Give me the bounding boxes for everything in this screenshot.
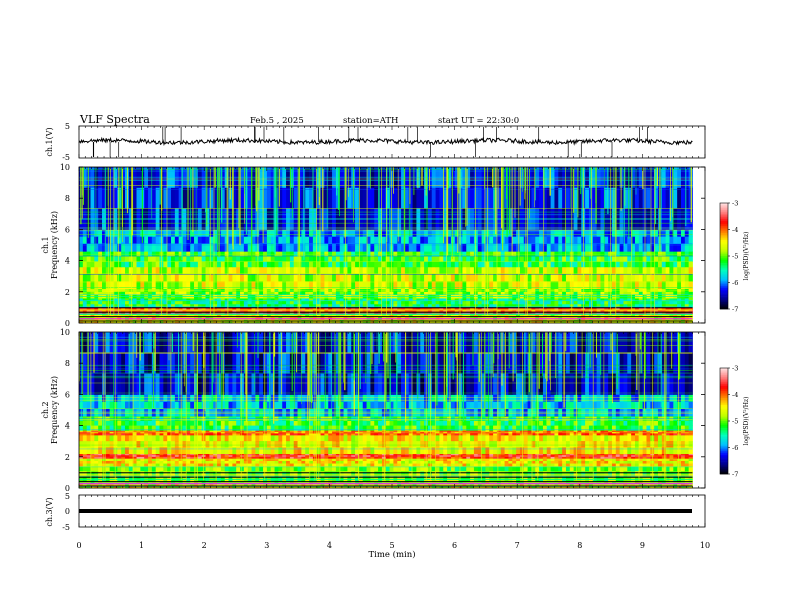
ch2-ytick-label-4: 4 <box>65 422 70 431</box>
ch1-ytick-label-10: 10 <box>60 163 70 172</box>
ch1-ytick-bottom: -5 <box>62 153 70 162</box>
ch1-spectrogram-image <box>79 167 705 324</box>
x-axis-label: Time (min) <box>368 549 415 560</box>
figure-title: VLF Spectra <box>79 113 150 126</box>
ch1-yticks: 0 2 4 6 8 10 <box>60 163 705 328</box>
ch1-ytick-label-0: 0 <box>65 319 70 328</box>
ch2-ylabel-frequency: Frequency (kHz) <box>50 376 59 444</box>
x-tick-label-4: 4 <box>327 541 332 550</box>
ch2-ytick-label-2: 2 <box>65 453 70 462</box>
start-time-label: start UT = 22:30:0 <box>438 116 519 126</box>
date-label: Feb.5 , 2025 <box>250 116 304 126</box>
ch3-ylabel: ch.3(V) <box>45 497 54 526</box>
ch3-ytick-middle: 0 <box>65 507 70 516</box>
x-tick-label-5: 5 <box>389 541 394 550</box>
ch2-colorbar-tick--5: -5 <box>732 418 738 426</box>
ch2-colorbar: -3 -4 -5 -6 -7 log(PSD)(V²/Hz) <box>719 365 750 479</box>
ch1-ytick-label-8: 8 <box>65 194 70 203</box>
ch2-colorbar-tick--4: -4 <box>732 391 738 399</box>
x-tick-label-0: 0 <box>76 541 81 550</box>
ch1-waveform-spikes <box>92 127 648 157</box>
ch1-band-6 <box>79 229 693 252</box>
ch2-ytick-label-6: 6 <box>65 390 70 399</box>
ch2-band-5 <box>79 430 693 436</box>
ch3-waveform-trace <box>79 509 692 513</box>
ch1-band-4 <box>79 266 693 290</box>
ch1-ylabel: ch.1(V) <box>45 127 54 156</box>
x-tick-marks <box>78 126 706 527</box>
ch3-ytick-bottom: -5 <box>62 523 70 532</box>
ch1-ytick-label-4: 4 <box>65 257 70 266</box>
ch2-ytick-label-8: 8 <box>65 359 70 368</box>
ch2-band-3 <box>79 453 693 459</box>
ch2-sferic-spikes <box>79 332 681 481</box>
ch1-ytick-label-2: 2 <box>65 288 70 297</box>
ch2-ylabel-prefix: ch.2 <box>41 401 50 418</box>
ch1-spectrogram-panel: 0 2 4 6 8 10 ch.1 Frequency (kHz) <box>41 163 706 328</box>
ch1-colorbar-label: log(PSD)(V²/Hz) <box>743 232 750 281</box>
ch1-colorbar-tick--7: -7 <box>732 306 738 314</box>
ch2-colorbar-label: log(PSD)(V²/Hz) <box>743 397 750 446</box>
x-tick-label-8: 8 <box>577 541 582 550</box>
ch1-colorbar-tick--6: -6 <box>732 279 738 287</box>
ch1-waveform-panel: 5 -5 ch.1(V) <box>45 122 706 162</box>
ch2-band-7 <box>79 394 693 417</box>
ch1-waveform-trace <box>78 136 693 146</box>
ch2-colorbar-tick--3: -3 <box>732 365 738 373</box>
ch2-ytick-label-10: 10 <box>60 328 70 337</box>
ch1-colorbar-tick--4: -4 <box>732 226 738 234</box>
ch1-colorbar-tick--5: -5 <box>732 253 738 261</box>
ch1-band-1 <box>79 307 693 315</box>
ch3-waveform-panel: 5 0 -5 ch.3(V) <box>45 492 706 532</box>
x-tick-label-7: 7 <box>515 541 520 550</box>
ch1-band-7 <box>79 167 693 230</box>
ch1-narrowband-lines <box>79 167 693 323</box>
ch1-sferic-spikes <box>80 167 692 316</box>
ch2-ytick-label-0: 0 <box>65 484 70 493</box>
x-tick-label-1: 1 <box>139 541 144 550</box>
x-tick-label-2: 2 <box>202 541 207 550</box>
ch1-ylabel-frequency: Frequency (kHz) <box>50 211 59 279</box>
ch2-spectrogram-image <box>79 332 705 489</box>
ch2-spectrogram-panel: 0 2 4 6 8 10 ch.2 Frequency (kHz) <box>41 328 706 493</box>
ch2-yticks: 0 2 4 6 8 10 <box>60 328 705 493</box>
ch2-colorbar-tick--6: -6 <box>732 444 738 452</box>
ch1-band-2 <box>79 298 693 308</box>
ch1-ylabel-prefix: ch.1 <box>41 236 50 253</box>
ch3-ytick-top: 5 <box>65 492 70 501</box>
x-tick-label-9: 9 <box>640 541 645 550</box>
ch2-band-2 <box>79 458 693 467</box>
x-tick-label-6: 6 <box>452 541 457 550</box>
x-axis-tick-labels: 0 1 2 3 4 5 6 7 8 9 10 <box>76 541 710 550</box>
x-tick-label-10: 10 <box>700 541 710 550</box>
ch1-band-5 <box>79 251 693 268</box>
ch1-colorbar: -3 -4 -5 -6 -7 log(PSD)(V²/Hz) <box>719 200 750 314</box>
ch2-colorbar-tick--7: -7 <box>732 471 738 479</box>
station-label: station=ATH <box>343 116 398 126</box>
x-tick-label-3: 3 <box>264 541 269 550</box>
ch1-low-frequency-lines <box>79 307 693 322</box>
ch2-band-4 <box>79 434 693 455</box>
ch1-ytick-label-6: 6 <box>65 225 70 234</box>
ch1-colorbar-tick--3: -3 <box>732 200 738 208</box>
ch1-ytick-top: 5 <box>65 122 70 131</box>
